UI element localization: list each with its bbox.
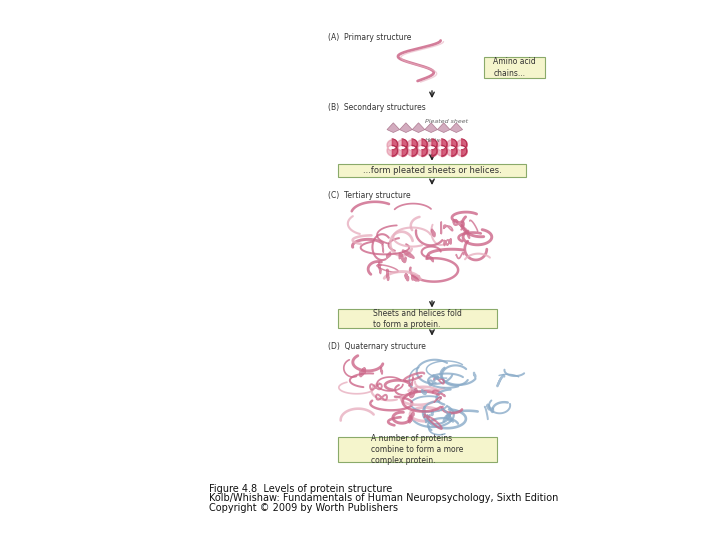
Text: ...form pleated sheets or helices.: ...form pleated sheets or helices. [363, 166, 501, 174]
Text: Copyright © 2009 by Worth Publishers: Copyright © 2009 by Worth Publishers [209, 503, 397, 513]
FancyBboxPatch shape [484, 57, 546, 78]
FancyBboxPatch shape [338, 164, 526, 177]
Polygon shape [438, 123, 450, 132]
Text: Figure 4.8  Levels of protein structure: Figure 4.8 Levels of protein structure [209, 483, 392, 494]
Text: (A)  Primary structure: (A) Primary structure [328, 33, 411, 42]
Text: Helix: Helix [425, 138, 441, 143]
Text: (D)  Quaternary structure: (D) Quaternary structure [328, 342, 426, 351]
FancyBboxPatch shape [338, 309, 497, 328]
Polygon shape [425, 123, 438, 132]
Polygon shape [450, 123, 462, 132]
Text: Kolb/Whishaw: Fundamentals of Human Neuropsychology, Sixth Edition: Kolb/Whishaw: Fundamentals of Human Neur… [209, 493, 558, 503]
Text: Sheets and helices fold
to form a protein.: Sheets and helices fold to form a protei… [373, 308, 462, 329]
Polygon shape [400, 123, 412, 132]
Text: A number of proteins
combine to form a more
complex protein.: A number of proteins combine to form a m… [372, 434, 464, 465]
Text: (C)  Tertiary structure: (C) Tertiary structure [328, 191, 410, 200]
Polygon shape [387, 123, 400, 132]
Text: (B)  Secondary structures: (B) Secondary structures [328, 104, 426, 112]
FancyBboxPatch shape [338, 437, 497, 462]
Text: Amino acid
chains...: Amino acid chains... [493, 57, 536, 78]
Polygon shape [412, 123, 425, 132]
Text: Pleated sheet: Pleated sheet [425, 119, 468, 124]
